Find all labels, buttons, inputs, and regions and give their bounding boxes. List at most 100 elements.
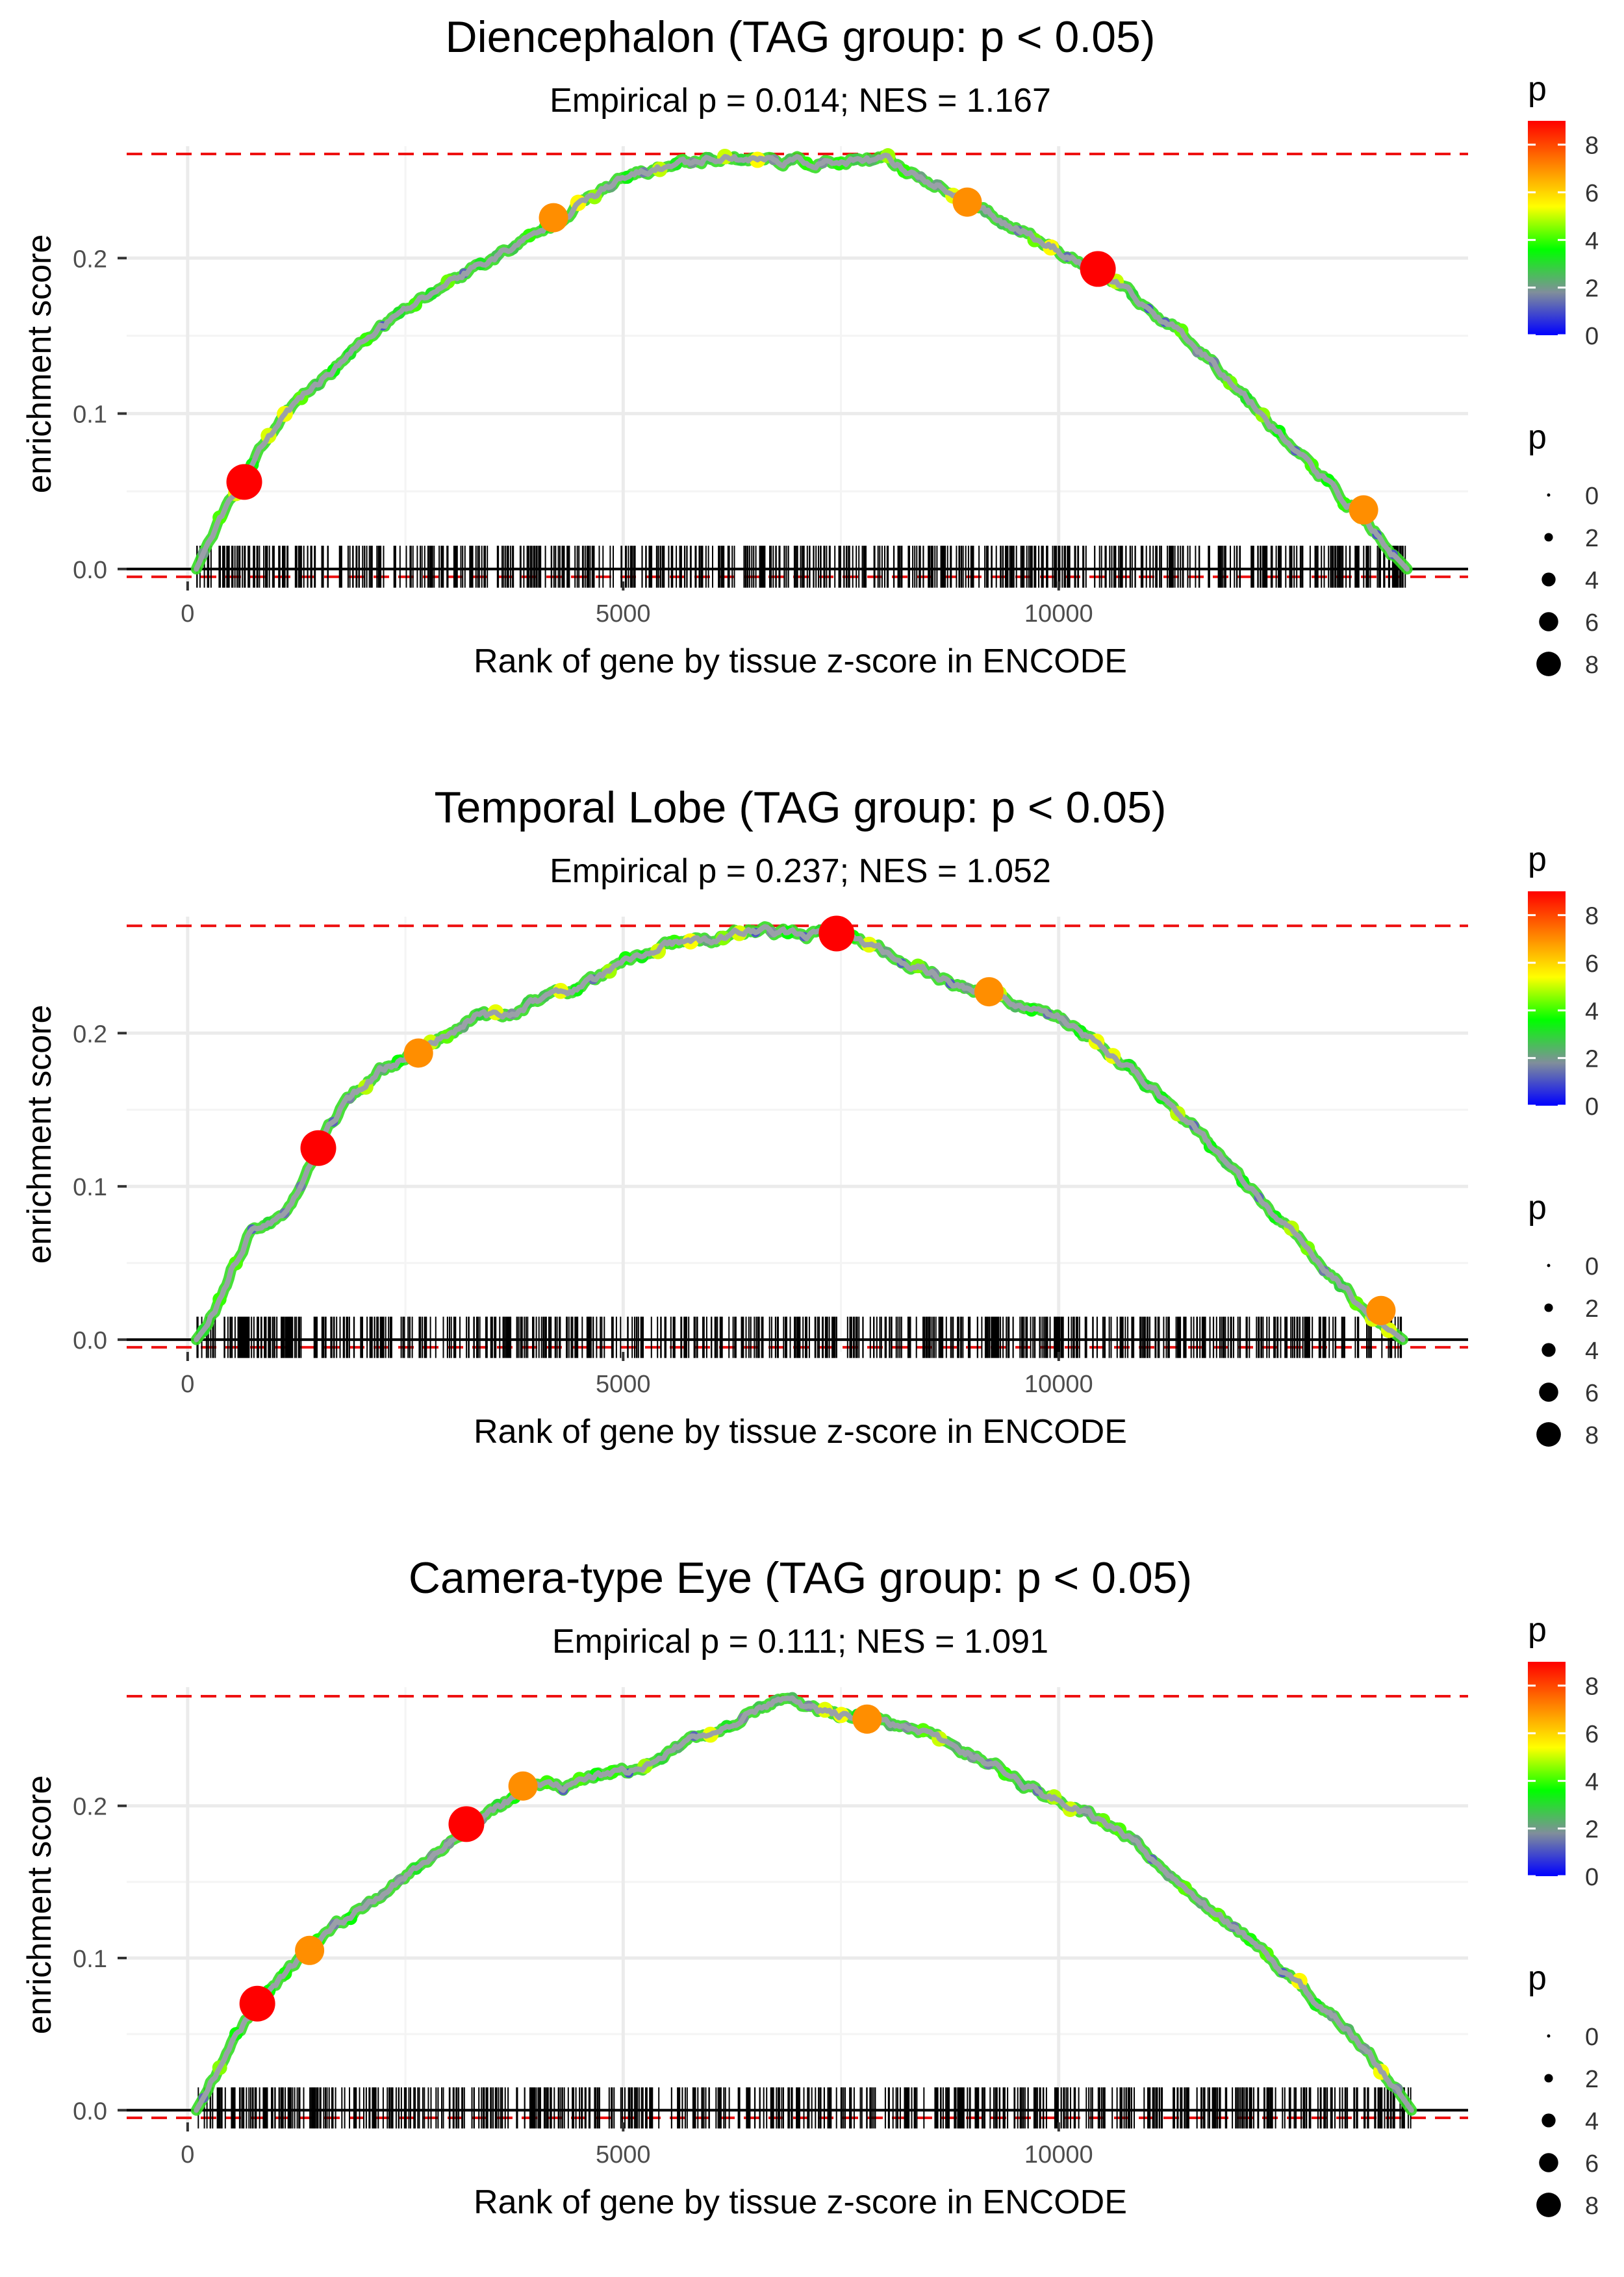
curve-dots (197, 148, 1398, 559)
y-tick-label: 0.2 (73, 1794, 107, 1821)
size-legend-label: 0 (1585, 2024, 1599, 2051)
highlight-point (403, 1038, 433, 1068)
color-legend-label: 0 (1585, 323, 1599, 350)
y-tick-label: 0.0 (73, 1327, 107, 1355)
highlight-point (239, 1985, 275, 2022)
color-legend-label: 6 (1585, 1721, 1599, 1748)
size-legend-label: 2 (1585, 1295, 1599, 1323)
size-legend-title: p (1528, 1189, 1547, 1227)
chart-subtitle: Empirical p = 0.111; NES = 1.091 (552, 1623, 1048, 1660)
color-legend-label: 2 (1585, 1816, 1599, 1844)
y-tick-label: 0.0 (73, 557, 107, 584)
color-legend-bar (1528, 891, 1566, 1106)
size-legend-label: 4 (1585, 567, 1599, 594)
es-curve-halo (190, 1692, 1417, 2116)
size-legend-dot (1539, 2153, 1558, 2172)
size-legend-label: 6 (1585, 609, 1599, 637)
x-axis-label: Rank of gene by tissue z-score in ENCODE (474, 642, 1127, 680)
size-legend-label: 8 (1585, 1422, 1599, 1449)
size-legend-label: 8 (1585, 652, 1599, 679)
x-tick-label: 10000 (1024, 1371, 1093, 1398)
color-legend-label: 8 (1585, 133, 1599, 160)
y-tick-label: 0.1 (73, 1174, 107, 1201)
size-legend-dot (1544, 533, 1553, 542)
size-legend-dot (1544, 1303, 1553, 1312)
x-tick-label: 0 (181, 600, 194, 628)
size-legend-label: 4 (1585, 2108, 1599, 2135)
color-legend-title: p (1528, 1611, 1547, 1649)
x-axis-label: Rank of gene by tissue z-score in ENCODE (474, 1413, 1127, 1451)
size-legend-dot (1547, 2034, 1551, 2038)
size-legend-dot (1542, 572, 1556, 587)
chart-title: Camera-type Eye (TAG group: p < 0.05) (409, 1553, 1192, 1603)
color-legend-label: 2 (1585, 275, 1599, 303)
y-tick-label: 0.2 (73, 246, 107, 273)
highlight-point (508, 1771, 538, 1801)
chart-title: Diencephalon (TAG group: p < 0.05) (445, 12, 1155, 62)
panel-3: Camera-type Eye (TAG group: p < 0.05) Emp… (21, 1553, 1599, 2221)
color-legend-label: 4 (1585, 1768, 1599, 1796)
size-legend-dot (1536, 652, 1561, 676)
size-legend-label: 8 (1585, 2193, 1599, 2220)
color-legend-label: 6 (1585, 950, 1599, 978)
y-axis-label: enrichment score (21, 1005, 58, 1264)
color-legend-label: 8 (1585, 903, 1599, 930)
es-curve-halo (190, 921, 1408, 1345)
x-tick-label: 5000 (596, 1371, 651, 1398)
color-legend-label: 8 (1585, 1673, 1599, 1701)
highlight-point (300, 1130, 336, 1166)
es-curve-halo (190, 149, 1413, 575)
size-legend-label: 6 (1585, 1380, 1599, 1407)
size-legend-dot (1547, 493, 1551, 497)
highlight-point (448, 1806, 485, 1842)
size-legend-title: p (1528, 1959, 1547, 1997)
x-tick-label: 5000 (596, 600, 651, 628)
color-legend-bar (1528, 1662, 1566, 1876)
color-legend-title: p (1528, 841, 1547, 878)
size-legend-dot (1539, 1382, 1558, 1402)
color-legend-title: p (1528, 70, 1547, 108)
color-legend-bar (1528, 121, 1566, 335)
legend-group: p 0 2 4 6 8 p 0 2 4 6 8 (1528, 1611, 1599, 2220)
highlight-point (539, 203, 568, 233)
x-tick-label: 0 (181, 1371, 194, 1398)
highlight-point (226, 464, 262, 500)
x-tick-label: 10000 (1024, 600, 1093, 628)
curve-dots (197, 924, 1397, 1338)
color-legend-label: 0 (1585, 1864, 1599, 1891)
legend-group: p 0 2 4 6 8 p 0 2 4 6 8 (1528, 70, 1599, 679)
gene-rank-ticks (197, 2087, 1412, 2129)
chart-subtitle: Empirical p = 0.014; NES = 1.167 (550, 82, 1051, 120)
highlight-point (295, 1935, 325, 1965)
color-legend-label: 0 (1585, 1093, 1599, 1121)
highlight-point (1349, 495, 1378, 525)
chart-subtitle: Empirical p = 0.237; NES = 1.052 (550, 852, 1051, 890)
size-legend-label: 4 (1585, 1338, 1599, 1365)
size-legend-dot (1542, 1343, 1556, 1357)
gene-rank-ticks (196, 1316, 1402, 1358)
y-tick-label: 0.2 (73, 1021, 107, 1048)
color-legend-label: 4 (1585, 227, 1599, 255)
x-tick-label: 10000 (1024, 2141, 1093, 2169)
y-tick-label: 0.0 (73, 2098, 107, 2125)
grid (127, 146, 1468, 581)
size-legend-dot (1536, 2193, 1561, 2217)
panel-2: Temporal Lobe (TAG group: p < 0.05) Empir… (21, 783, 1599, 1451)
size-legend-label: 0 (1585, 483, 1599, 510)
y-axis-label: enrichment score (21, 235, 58, 494)
size-legend-label: 2 (1585, 525, 1599, 552)
highlight-point (952, 187, 982, 217)
highlight-point (1366, 1295, 1396, 1325)
grid (127, 1687, 1468, 2122)
y-tick-label: 0.1 (73, 401, 107, 429)
x-axis-label: Rank of gene by tissue z-score in ENCODE (474, 2183, 1127, 2221)
color-legend-label: 2 (1585, 1046, 1599, 1073)
size-legend-dot (1539, 612, 1558, 631)
chart-title: Temporal Lobe (TAG group: p < 0.05) (434, 783, 1166, 832)
es-curve (194, 1695, 1414, 2113)
size-legend-label: 0 (1585, 1253, 1599, 1280)
highlight-point (974, 977, 1004, 1007)
color-legend-label: 4 (1585, 998, 1599, 1025)
y-axis-label: enrichment score (21, 1775, 58, 2035)
